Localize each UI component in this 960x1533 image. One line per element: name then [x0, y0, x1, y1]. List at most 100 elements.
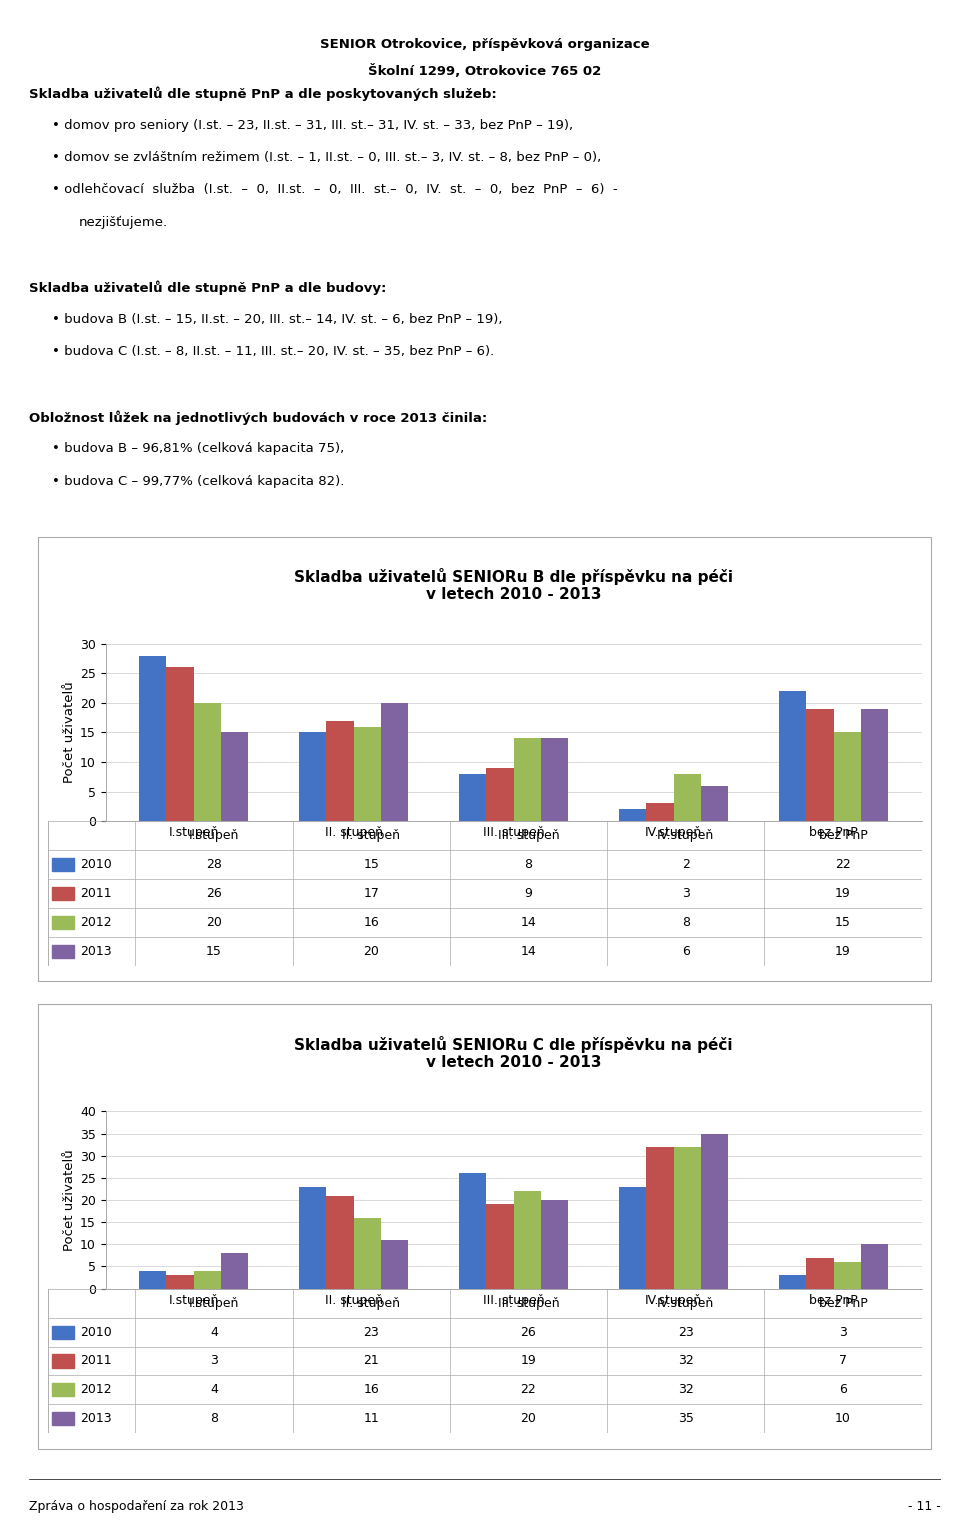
Text: 4: 4 — [210, 1326, 218, 1338]
Y-axis label: Počet uživatelů: Počet uživatelů — [62, 682, 76, 783]
Text: 3: 3 — [682, 888, 689, 900]
Text: 3: 3 — [839, 1326, 847, 1338]
Text: 23: 23 — [363, 1326, 379, 1338]
Bar — [53, 1383, 74, 1397]
Text: 28: 28 — [206, 858, 222, 871]
Bar — [674, 774, 701, 822]
Bar — [806, 708, 833, 822]
Text: 2010: 2010 — [81, 1326, 112, 1338]
Text: IV.stupeň: IV.stupeň — [657, 829, 714, 842]
Bar — [353, 1217, 381, 1289]
Text: 9: 9 — [524, 888, 533, 900]
Bar — [833, 733, 861, 822]
Bar — [53, 888, 74, 900]
Text: 21: 21 — [363, 1355, 379, 1367]
Bar — [53, 944, 74, 958]
Bar — [300, 733, 326, 822]
Bar — [53, 915, 74, 929]
Text: 2011: 2011 — [81, 1355, 112, 1367]
Text: 19: 19 — [835, 888, 851, 900]
Bar — [619, 809, 646, 822]
Y-axis label: Počet uživatelů: Počet uživatelů — [62, 1150, 76, 1251]
Text: 22: 22 — [520, 1383, 537, 1397]
Text: III. stupeň: III. stupeň — [497, 829, 560, 842]
Bar — [194, 1271, 221, 1289]
Text: 6: 6 — [682, 944, 689, 958]
Bar — [139, 656, 166, 822]
Bar — [861, 1245, 888, 1289]
Bar — [221, 733, 248, 822]
Text: 20: 20 — [520, 1412, 537, 1426]
Text: 7: 7 — [839, 1355, 847, 1367]
Text: 8: 8 — [682, 915, 689, 929]
Text: 23: 23 — [678, 1326, 694, 1338]
Text: 2012: 2012 — [81, 1383, 112, 1397]
Text: Skladba uživatelů SENIORu B dle příspěvku na péči
v letech 2010 - 2013: Skladba uživatelů SENIORu B dle příspěvk… — [294, 569, 733, 602]
Text: I.stupeň: I.stupeň — [189, 1297, 239, 1309]
Bar — [646, 803, 674, 822]
Bar — [326, 1196, 353, 1289]
Bar — [619, 1187, 646, 1289]
Text: 17: 17 — [363, 888, 379, 900]
Text: Skladba uživatelů SENIORu C dle příspěvku na péči
v letech 2010 - 2013: Skladba uživatelů SENIORu C dle příspěvk… — [295, 1036, 732, 1070]
Text: • odlehčovací  služba  (I.st.  –  0,  II.st.  –  0,  III.  st.–  0,  IV.  st.  –: • odlehčovací služba (I.st. – 0, II.st. … — [52, 184, 617, 196]
Text: I.stupeň: I.stupeň — [189, 829, 239, 842]
Text: 19: 19 — [520, 1355, 537, 1367]
Text: 8: 8 — [210, 1412, 218, 1426]
Text: • budova B (I.st. – 15, II.st. – 20, III. st.– 14, IV. st. – 6, bez PnP – 19),: • budova B (I.st. – 15, II.st. – 20, III… — [52, 313, 502, 327]
Bar — [300, 1187, 326, 1289]
Bar — [459, 774, 487, 822]
Text: 19: 19 — [835, 944, 851, 958]
Text: 16: 16 — [363, 1383, 379, 1397]
Text: 11: 11 — [363, 1412, 379, 1426]
Bar — [540, 1200, 568, 1289]
Bar — [514, 1191, 540, 1289]
Text: 6: 6 — [839, 1383, 847, 1397]
Text: 16: 16 — [363, 915, 379, 929]
Bar — [326, 721, 353, 822]
Bar — [194, 704, 221, 822]
Text: II. stupeň: II. stupeň — [342, 1297, 400, 1309]
Text: 22: 22 — [835, 858, 851, 871]
Text: 2011: 2011 — [81, 888, 112, 900]
Bar — [166, 667, 194, 822]
Text: 2012: 2012 — [81, 915, 112, 929]
Text: - 11 -: - 11 - — [908, 1501, 941, 1513]
Text: Skladba uživatelů dle stupně PnP a dle budovy:: Skladba uživatelů dle stupně PnP a dle b… — [29, 281, 386, 294]
Text: 20: 20 — [363, 944, 379, 958]
Text: 15: 15 — [363, 858, 379, 871]
Text: 3: 3 — [210, 1355, 218, 1367]
Bar — [221, 1252, 248, 1289]
Text: 10: 10 — [835, 1412, 851, 1426]
Text: III. stupeň: III. stupeň — [497, 1297, 560, 1309]
Text: • budova C (I.st. – 8, II.st. – 11, III. st.– 20, IV. st. – 35, bez PnP – 6).: • budova C (I.st. – 8, II.st. – 11, III.… — [52, 345, 493, 359]
Text: 32: 32 — [678, 1383, 694, 1397]
Bar — [53, 1355, 74, 1367]
Bar — [139, 1271, 166, 1289]
Text: • domov se zvláštním režimem (I.st. – 1, II.st. – 0, III. st.– 3, IV. st. – 8, b: • domov se zvláštním režimem (I.st. – 1,… — [52, 152, 601, 164]
Text: 26: 26 — [520, 1326, 537, 1338]
Text: Zpráva o hospodaření za rok 2013: Zpráva o hospodaření za rok 2013 — [29, 1501, 244, 1513]
Bar — [53, 1412, 74, 1426]
Bar — [381, 1240, 408, 1289]
Text: 2013: 2013 — [81, 1412, 112, 1426]
Bar — [780, 691, 806, 822]
Text: 14: 14 — [520, 944, 537, 958]
Text: 15: 15 — [206, 944, 222, 958]
Text: 20: 20 — [206, 915, 222, 929]
Bar — [674, 1147, 701, 1289]
Text: 8: 8 — [524, 858, 533, 871]
Text: 4: 4 — [210, 1383, 218, 1397]
Text: 2: 2 — [682, 858, 689, 871]
Bar — [459, 1173, 487, 1289]
Text: nezjišťujeme.: nezjišťujeme. — [79, 216, 168, 228]
Text: Skladba uživatelů dle stupně PnP a dle poskytovaných služeb:: Skladba uživatelů dle stupně PnP a dle p… — [29, 86, 496, 101]
Bar — [701, 1133, 728, 1289]
Bar — [806, 1257, 833, 1289]
Bar — [487, 1205, 514, 1289]
Bar — [487, 768, 514, 822]
Text: SENIOR Otrokovice, příspěvková organizace: SENIOR Otrokovice, příspěvková organizac… — [320, 38, 650, 51]
Bar — [166, 1275, 194, 1289]
Bar — [646, 1147, 674, 1289]
Bar — [53, 858, 74, 871]
